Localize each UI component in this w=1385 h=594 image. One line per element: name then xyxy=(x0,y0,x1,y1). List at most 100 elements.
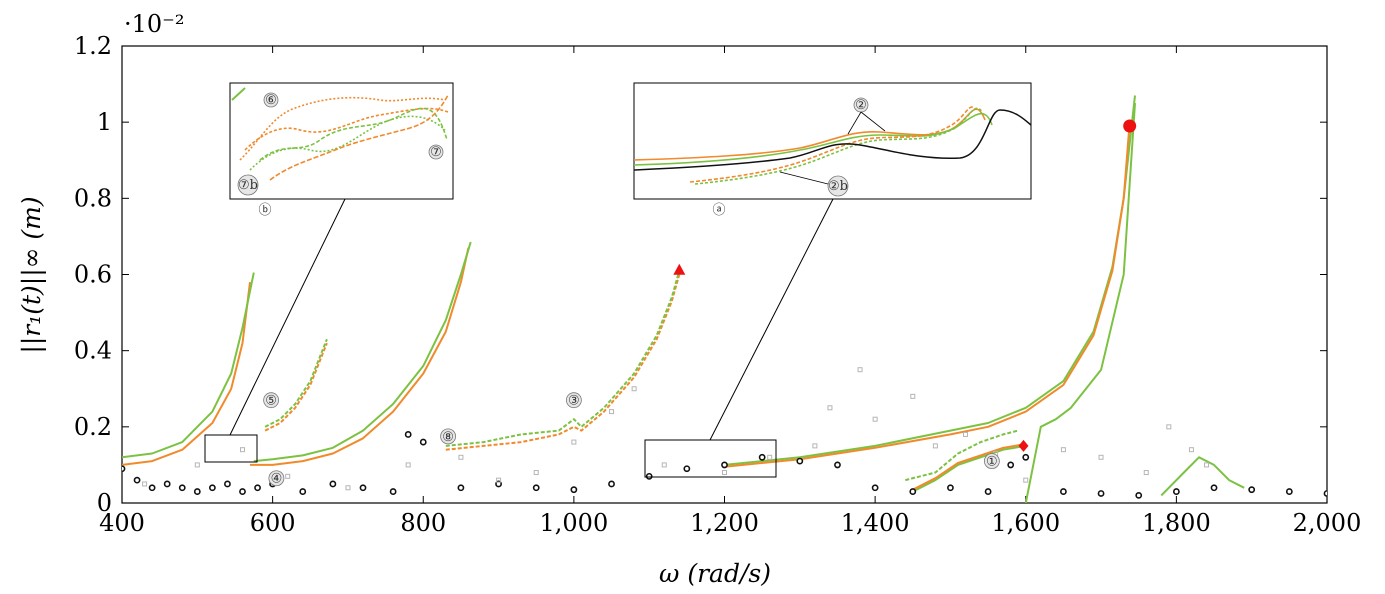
black-point xyxy=(608,480,615,488)
x-tick-label: 400 xyxy=(99,509,145,537)
inset-b-marker-7b: ⑦b xyxy=(238,178,258,193)
x-tick-label: 800 xyxy=(400,509,446,537)
black-point xyxy=(404,431,412,438)
x-tick-label: 600 xyxy=(250,509,296,537)
black-point xyxy=(1285,488,1293,495)
inset-a-marker-2: ② xyxy=(855,98,867,113)
black-point xyxy=(1248,486,1256,494)
inset-b-curve xyxy=(269,94,449,181)
black-point xyxy=(1323,490,1327,497)
gray-point xyxy=(571,439,577,445)
black-point xyxy=(834,461,841,469)
inset-a: ② ②b xyxy=(633,82,1032,200)
series-green-solid-10 xyxy=(1024,103,1136,503)
annotation-label: ① xyxy=(986,455,998,470)
black-point xyxy=(570,486,578,494)
gray-point xyxy=(631,386,637,392)
black-point xyxy=(178,484,186,492)
gray-point xyxy=(533,470,539,476)
gray-point xyxy=(857,367,863,373)
zoom-source-a xyxy=(644,439,777,478)
series-orange-solid-9 xyxy=(724,122,1131,468)
series-orange-dashed-6 xyxy=(445,274,681,451)
series-green-solid-1 xyxy=(122,272,255,459)
black-point xyxy=(148,484,156,492)
gray-point xyxy=(285,473,291,479)
inset-a-marker-2b: ②b xyxy=(828,179,848,194)
gray-point xyxy=(1060,447,1066,453)
circle-marker xyxy=(1123,119,1137,133)
black-point xyxy=(1210,484,1218,492)
inset-b-marker-7: ⑦ xyxy=(430,145,442,160)
black-point xyxy=(133,476,141,484)
inset-a-curve xyxy=(634,108,986,161)
gray-point xyxy=(661,462,667,468)
gray-point xyxy=(345,485,351,491)
x-axis-title: ω (rad/s) xyxy=(659,559,771,588)
gray-point xyxy=(405,462,411,468)
black-point xyxy=(1097,490,1105,497)
black-point xyxy=(1135,491,1143,499)
gray-point xyxy=(1166,424,1172,430)
black-point xyxy=(163,480,171,488)
black-point xyxy=(122,465,126,473)
series-orange-solid-2 xyxy=(250,247,470,466)
black-point xyxy=(758,453,766,461)
annotation-circle xyxy=(565,392,582,409)
y-tick-label: 0 xyxy=(97,489,112,517)
inset-b-curve xyxy=(249,115,446,171)
x-tick-label: 1,000 xyxy=(540,509,609,537)
black-point xyxy=(1172,488,1180,495)
y-tick-label: 0.8 xyxy=(74,184,112,212)
y-tick-label: 0.6 xyxy=(74,261,112,289)
black-point xyxy=(909,488,917,495)
gray-point xyxy=(609,409,615,415)
gray-point xyxy=(1188,447,1194,453)
inset-a-label: ⓐ xyxy=(712,203,725,218)
x-tick-label: 2,000 xyxy=(1293,509,1362,537)
x-tick-label: 1,200 xyxy=(690,509,759,537)
series-green-solid-14 xyxy=(1160,456,1245,497)
gray-point xyxy=(910,393,916,399)
diamond-marker xyxy=(1018,439,1029,452)
black-point xyxy=(721,461,728,469)
inset-b-curve xyxy=(244,107,449,151)
black-point xyxy=(1022,453,1030,461)
annotation-label: ③ xyxy=(568,394,580,409)
y-tick-label: 0.2 xyxy=(74,413,112,441)
annotation-label: ④ xyxy=(271,472,283,487)
series-orange-dashed-4 xyxy=(264,342,328,432)
annotation-circle xyxy=(263,392,280,409)
black-point xyxy=(239,488,246,495)
black-point xyxy=(532,484,540,492)
annotation-circle xyxy=(268,470,285,487)
gray-point xyxy=(458,454,464,460)
black-point xyxy=(359,484,367,492)
gray-point xyxy=(142,481,148,487)
black-point xyxy=(224,480,231,488)
inset-a-curve xyxy=(689,106,976,183)
inset-b-marker-6: ⑥ xyxy=(265,93,277,108)
series-green-solid-3 xyxy=(253,241,472,463)
y-tick-label: 1.2 xyxy=(74,32,112,60)
inset-b: ⑥ ⑦ ⑦b xyxy=(229,82,454,200)
black-point xyxy=(254,484,261,492)
x-tick-label: 1,400 xyxy=(841,509,910,537)
black-point xyxy=(193,488,201,495)
x-axis: 400 600 800 1,000 1,200 1,400 1,600 1,800 2,000 xyxy=(99,46,1361,537)
gray-point xyxy=(932,443,938,449)
series-green-dashed-13 xyxy=(905,429,1019,482)
triangle-marker xyxy=(673,263,686,275)
series-green-dashed-7 xyxy=(445,270,681,447)
y-tick-label: 1 xyxy=(97,108,112,136)
annotation-label: ⑤ xyxy=(265,394,277,409)
series-orange-solid-0 xyxy=(122,281,251,466)
y-tick-label: 0.4 xyxy=(74,337,112,365)
annotation-circle xyxy=(983,453,1000,470)
black-point xyxy=(947,484,954,492)
gray-point xyxy=(767,454,773,460)
black-point xyxy=(1060,488,1067,495)
black-point xyxy=(299,488,307,495)
black-point xyxy=(419,438,427,446)
inset-b-label: ⓑ xyxy=(258,203,271,218)
